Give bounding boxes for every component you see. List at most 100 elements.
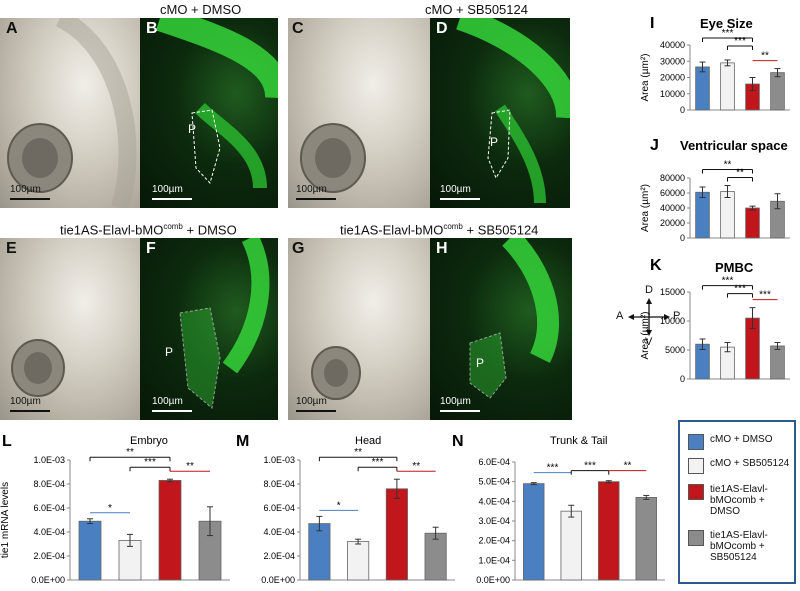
bar	[720, 62, 735, 111]
scale-bar	[296, 410, 336, 412]
significance-label: **	[624, 461, 632, 472]
bar	[560, 510, 582, 581]
significance-label: *	[108, 503, 112, 514]
tick-label: 20000	[660, 218, 685, 228]
chart-title: Embryo	[130, 435, 168, 447]
photo-h	[430, 238, 572, 420]
tick-label: 0.0E+00	[31, 575, 65, 585]
scale-bar	[152, 198, 192, 200]
tick-label: 2.0E-04	[478, 536, 510, 546]
significance-label: ***	[722, 276, 734, 287]
photo-d	[430, 18, 570, 208]
bar	[424, 532, 447, 581]
panel-letter-g: G	[292, 240, 305, 257]
eye-sketch-a	[7, 18, 137, 208]
tick-label: 1.0E-04	[478, 555, 510, 565]
tick-label: 10000	[660, 89, 685, 99]
significance-label: **	[412, 461, 420, 472]
panel-letter: I	[650, 15, 654, 32]
bar	[598, 481, 620, 581]
panel-letter: M	[236, 433, 249, 450]
bar	[770, 72, 785, 111]
tick-label: 6.0E-04	[263, 503, 295, 513]
tick-label: 0	[680, 374, 685, 384]
fluor-sketch-b	[155, 18, 278, 189]
bar	[78, 520, 102, 581]
significance-label: ***	[722, 28, 734, 39]
tick-label: 5000	[665, 345, 685, 355]
tick-label: 8.0E-04	[263, 479, 295, 489]
title-cmo-sb: cMO + SB505124	[425, 2, 528, 17]
bar	[158, 479, 182, 581]
tick-label: 3.0E-04	[478, 516, 510, 526]
significance-label: ***	[584, 461, 596, 472]
tick-label: 15000	[660, 287, 685, 297]
tick-label: 0.0E+00	[476, 575, 510, 585]
bar	[745, 207, 760, 239]
panel-letter-e: E	[6, 240, 17, 257]
legend-label: tie1AS-Elavl- bMOcomb + SB505124	[710, 530, 768, 563]
bar	[720, 191, 735, 239]
tick-label: 20000	[660, 73, 685, 83]
bar	[347, 541, 370, 581]
eye-sketch-g	[311, 346, 361, 400]
significance-label: ***	[759, 290, 771, 301]
fluor-sketch-d	[456, 18, 570, 204]
legend-label: cMO + DMSO	[710, 434, 773, 445]
fluor-sketch-f	[179, 238, 270, 409]
panel-letter-h: H	[436, 240, 448, 257]
panel-letter-d: D	[436, 20, 448, 37]
significance-label: ***	[372, 457, 384, 468]
scale-bar	[440, 198, 480, 200]
bar	[385, 488, 408, 581]
compass-arrows	[628, 298, 670, 336]
scale-label: 100µm	[10, 396, 41, 407]
panel-letter: J	[650, 137, 659, 154]
tick-label: 5.0E-04	[478, 477, 510, 487]
compass-d: D	[645, 284, 653, 296]
significance-label: **	[126, 447, 134, 458]
title-bmo-dmso: tie1AS-Elavl-bMOcomb + DMSO	[60, 222, 237, 238]
tick-label: 6.0E-04	[33, 503, 65, 513]
bar	[695, 66, 710, 111]
compass-a: A	[616, 310, 624, 322]
y-axis-label: Area (µm²)	[640, 54, 651, 102]
bar	[308, 523, 331, 581]
tick-label: 2.0E-04	[33, 551, 65, 561]
bar	[635, 496, 657, 581]
y-axis-label: Area (µm²)	[640, 312, 651, 360]
legend-swatch	[688, 458, 704, 474]
legend: cMO + DMSO cMO + SB505124 tie1AS-Elavl- …	[678, 420, 796, 584]
tick-label: 4.0E-04	[263, 527, 295, 537]
panel-letter: K	[650, 257, 662, 274]
tick-label: 80000	[660, 173, 685, 183]
legend-item: cMO + SB505124	[688, 458, 789, 474]
legend-swatch	[688, 434, 704, 450]
tick-label: 10000	[660, 316, 685, 326]
scale-bar	[440, 410, 480, 412]
photo-b	[140, 18, 278, 208]
tick-label: 0.0E+00	[261, 575, 295, 585]
eye-sketch-e	[11, 339, 65, 397]
bar	[770, 345, 785, 380]
tick-label: 4.0E-04	[478, 496, 510, 506]
significance-label: ***	[144, 457, 156, 468]
significance-label: **	[736, 168, 744, 179]
scale-label: 100µm	[152, 396, 183, 407]
p-label: P	[165, 345, 174, 359]
panel-letter-a: A	[6, 20, 18, 37]
panel-letter-f: F	[146, 240, 156, 257]
fluor-sketch-h	[469, 238, 559, 399]
y-axis-label: tie1 mRNA levels	[0, 482, 11, 558]
tick-label: 40000	[660, 40, 685, 50]
compass-p: P	[673, 310, 681, 322]
chart-title: Eye Size	[700, 16, 753, 31]
tick-label: 30000	[660, 56, 685, 66]
tick-label: 40000	[660, 203, 685, 213]
scale-label: 100µm	[10, 184, 41, 195]
tick-label: 1.0E-03	[263, 455, 295, 465]
tick-label: 6.0E-04	[478, 457, 510, 467]
tick-label: 8.0E-04	[33, 479, 65, 489]
scale-label: 100µm	[296, 184, 327, 195]
